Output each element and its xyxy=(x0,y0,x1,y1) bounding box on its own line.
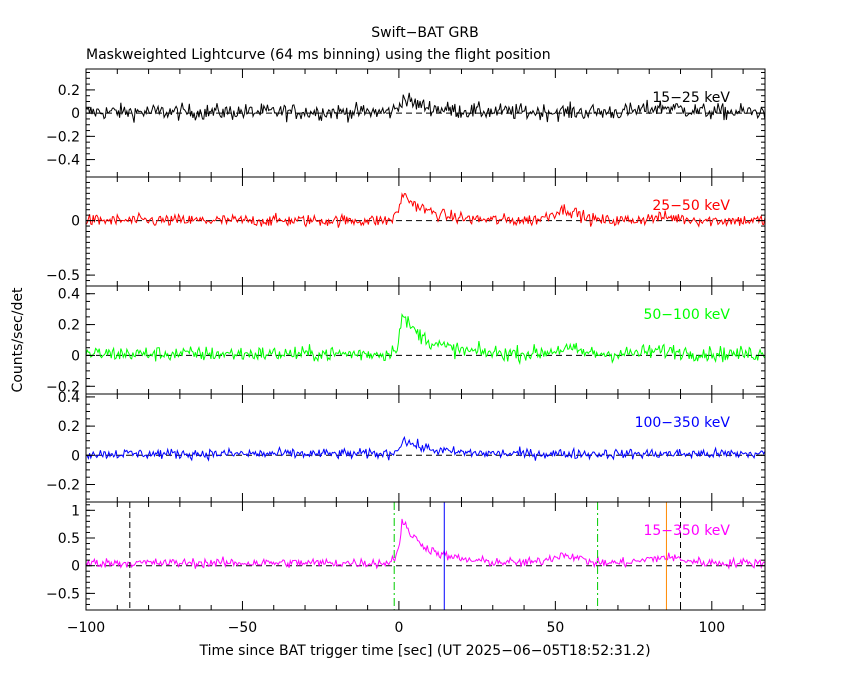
x-axis-label: Time since BAT trigger time [sec] (UT 20… xyxy=(198,643,650,659)
chart-subtitle: Maskweighted Lightcurve (64 ms binning) … xyxy=(86,47,551,63)
panel-50-100: 0.4 0.2 0 −0.2 50−100 keV xyxy=(46,285,766,395)
lightcurve-50-100 xyxy=(86,312,765,366)
y-tick-label: 0.4 xyxy=(58,390,80,406)
panel-frame xyxy=(85,68,766,178)
x-tick-label: 100 xyxy=(698,620,725,636)
y-tick-label: 0.2 xyxy=(58,83,80,99)
y-tick-label: −0.5 xyxy=(46,586,80,602)
panel-frame xyxy=(85,176,766,287)
band-label: 100−350 keV xyxy=(635,415,731,431)
y-tick-label: 0.4 xyxy=(58,287,80,303)
y-axis-label: Counts/sec/det xyxy=(10,287,26,392)
chart-title: Swift−BAT GRB xyxy=(371,25,478,41)
panel-15-350: 1 0.5 0 −0.5 15−350 keV xyxy=(46,501,766,611)
y-tick-label: 0 xyxy=(71,559,80,575)
y-tick-label: 0 xyxy=(71,348,80,364)
y-tick-label: −0.4 xyxy=(46,153,80,169)
panel-frame xyxy=(85,501,766,611)
panel-frame xyxy=(85,393,766,503)
y-tick-label: −0.2 xyxy=(46,477,80,493)
band-label: 50−100 keV xyxy=(643,307,730,323)
band-label: 15−350 keV xyxy=(643,523,730,539)
lightcurve-15-25 xyxy=(86,92,765,123)
x-tick-label: 0 xyxy=(394,620,403,636)
y-tick-label: 0 xyxy=(71,106,80,122)
x-tick-label: −50 xyxy=(228,620,258,636)
lightcurve-100-350 xyxy=(86,435,765,462)
y-tick-label: 0 xyxy=(71,448,80,464)
y-tick-label: −0.5 xyxy=(46,268,80,284)
y-tick-label: 0.5 xyxy=(58,531,80,547)
x-axis-tick-labels: −100 −50 0 50 100 xyxy=(67,620,725,636)
y-tick-label: 0.2 xyxy=(58,419,80,435)
y-tick-label: 0.2 xyxy=(58,318,80,334)
panel-100-350: 0.4 0.2 0 −0.2 100−350 keV xyxy=(46,390,766,503)
panel-15-25: 0.2 0 −0.2 −0.4 15−25 keV xyxy=(46,68,766,178)
band-label: 25−50 keV xyxy=(652,198,730,214)
lightcurve-25-50 xyxy=(86,192,765,228)
y-tick-label: 0 xyxy=(71,214,80,230)
x-tick-label: −100 xyxy=(67,620,105,636)
y-tick-label: −0.2 xyxy=(46,129,80,145)
band-label: 15−25 keV xyxy=(652,90,730,106)
panel-25-50: 0 −0.5 25−50 keV xyxy=(46,176,766,287)
lightcurve-15-350 xyxy=(86,518,765,570)
y-tick-label: −0.2 xyxy=(46,379,80,395)
y-tick-label: 1 xyxy=(71,503,80,519)
x-tick-label: 50 xyxy=(546,620,564,636)
